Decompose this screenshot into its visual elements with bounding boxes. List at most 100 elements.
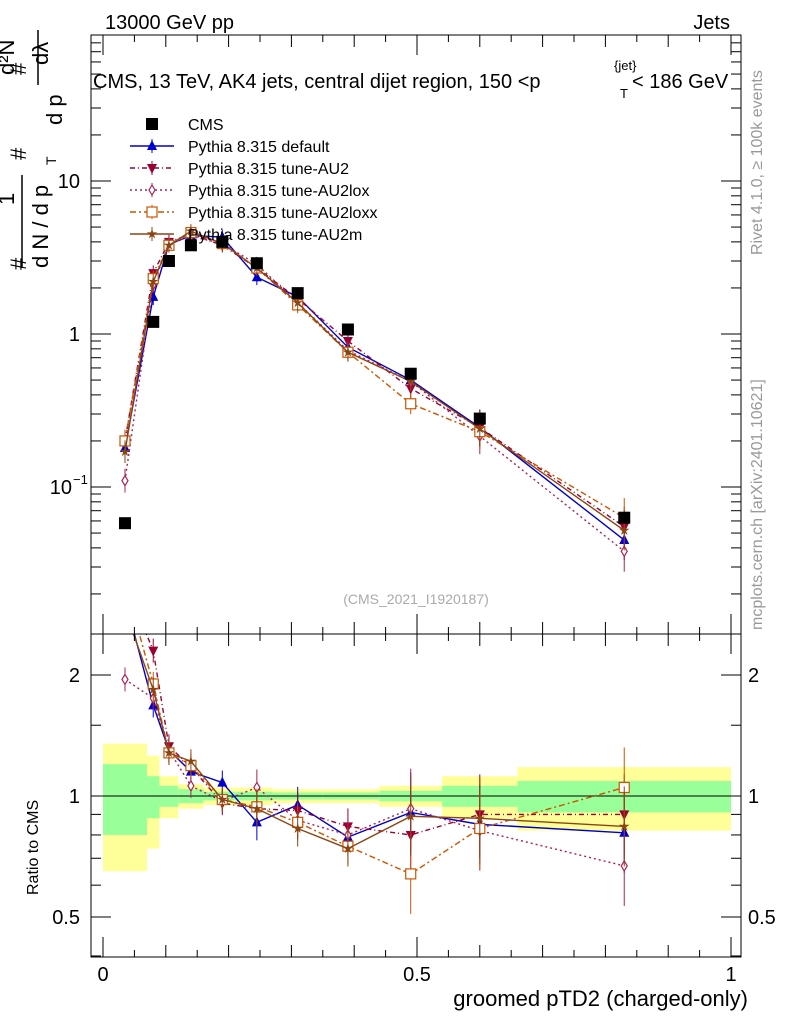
- cms-data-point: [216, 235, 229, 248]
- ylabel-one: 1: [0, 193, 19, 205]
- ratio-pythia-8-315-tune-au2m: [132, 634, 630, 867]
- ylabel-den-mid: d p: [42, 94, 67, 125]
- ratio-marker: [405, 810, 416, 821]
- series-marker: [342, 346, 354, 357]
- cms-data-point: [147, 315, 160, 328]
- legend-marker: [146, 118, 158, 130]
- legend-label: CMS: [188, 117, 224, 134]
- ylabel-den-left: d N / d p: [28, 185, 53, 268]
- series-marker: [620, 545, 628, 558]
- cms-data-point: [291, 287, 304, 300]
- ratio-marker: [148, 684, 159, 694]
- x-tick-label: 0.5: [403, 964, 431, 986]
- legend-label: Pythia 8.315 default: [188, 139, 330, 156]
- series-marker: [619, 525, 630, 535]
- x-axis-label: groomed pTD2 (charged-only): [453, 986, 748, 1011]
- ratio-y-axis-label: Ratio to CMS: [25, 800, 42, 895]
- ratio-y-tick-label-left: 2: [69, 665, 80, 687]
- cms-data-point: [162, 255, 175, 268]
- legend-item: Pythia 8.315 default: [130, 139, 330, 156]
- cms-data-point: [618, 511, 631, 524]
- ratio-series-group: [121, 634, 630, 914]
- ratio-marker: [474, 812, 485, 823]
- category-label: Jets: [693, 12, 730, 34]
- legend-item: Pythia 8.315 tune-AU2m: [130, 227, 362, 244]
- ratio-marker: [292, 823, 303, 833]
- title-sub: T: [620, 86, 628, 101]
- ylabel-hash: #: [6, 257, 31, 270]
- analysis-watermark: (CMS_2021_I1920187): [343, 591, 489, 607]
- ratio-band-inner: [103, 764, 147, 835]
- series-line: [124, 231, 625, 519]
- ylabel-den-right: dλ: [28, 42, 53, 65]
- cms-data-point: [184, 239, 197, 252]
- ratio-marker: [217, 794, 228, 804]
- series-marker: [163, 239, 175, 250]
- ratio-marker: [619, 820, 630, 831]
- plot-title: CMS, 13 TeV, AK4 jets, central dijet reg…: [93, 58, 729, 101]
- main-y-axis-label: # 1 d N / d p T # # d²N d p dλ: [0, 30, 67, 270]
- ratio-marker: [187, 779, 195, 792]
- legend-label: Pythia 8.315 tune-AU2m: [188, 227, 362, 244]
- ratio-band-inner: [146, 776, 160, 819]
- ratio-marker: [342, 843, 354, 853]
- ratio-marker: [148, 646, 159, 657]
- cms-data-point: [118, 517, 131, 530]
- main-y-tick-label: 1: [69, 324, 80, 346]
- legend-marker: [146, 228, 158, 239]
- ratio-marker: [121, 673, 129, 686]
- legend-label: Pythia 8.315 tune-AU2loxx: [188, 205, 377, 222]
- cms-data-point: [473, 412, 486, 425]
- rivet-version-text: Rivet 4.1.0, ≥ 100k events: [749, 70, 766, 255]
- series-marker: [185, 225, 197, 236]
- cms-data-point: [250, 257, 263, 270]
- energy-label: 13000 GeV pp: [105, 12, 234, 34]
- ylabel-hash-2: #: [6, 147, 31, 160]
- ratio-marker: [217, 776, 228, 787]
- mcplots-reference-text: mcplots.cern.ch [arXiv:2401.10621]: [749, 379, 766, 630]
- ratio-y-tick-label-left: 1: [69, 786, 80, 808]
- legend-item: Pythia 8.315 tune-AU2lox: [130, 183, 369, 200]
- legend-marker: [146, 206, 158, 218]
- ratio-y-tick-label-right: 1: [748, 786, 759, 808]
- legend-item: Pythia 8.315 tune-AU2: [130, 161, 349, 178]
- legend-marker: [148, 183, 156, 197]
- ylabel-sub-t: T: [43, 156, 59, 165]
- main-y-tick-label: 10: [58, 171, 80, 193]
- series-marker: [405, 398, 417, 410]
- ylabel-num: d²N: [0, 40, 19, 75]
- series-marker: [474, 423, 485, 434]
- cms-data-points: [118, 235, 631, 530]
- ratio-line: [145, 634, 625, 836]
- ratio-marker: [163, 747, 175, 758]
- title-sup: {jet}: [614, 58, 637, 73]
- main-y-tick-label: 10: [50, 477, 72, 499]
- main-y-tick-label-exponent: −1: [73, 472, 88, 487]
- ratio-y-tick-label-right: 2: [748, 665, 759, 687]
- series-marker: [292, 297, 303, 308]
- legend-marker: [147, 140, 157, 150]
- cms-data-point: [341, 323, 354, 336]
- series-marker: [148, 276, 159, 287]
- series-marker: [119, 446, 131, 457]
- cms-data-point: [404, 367, 417, 380]
- legend-item: Pythia 8.315 tune-AU2loxx: [130, 205, 377, 222]
- legend-marker: [147, 164, 157, 174]
- x-tick-label: 0: [97, 964, 108, 986]
- series-marker: [251, 271, 262, 282]
- x-tick-label: 1: [725, 964, 736, 986]
- ratio-marker: [185, 755, 197, 766]
- title-main: CMS, 13 TeV, AK4 jets, central dijet reg…: [93, 71, 541, 93]
- title-tail: < 186 GeV: [632, 71, 729, 93]
- ratio-marker: [405, 868, 417, 880]
- legend-item: CMS: [146, 117, 224, 134]
- legend-label: Pythia 8.315 tune-AU2: [188, 161, 349, 178]
- ylabel-hash-3: #: [6, 62, 31, 75]
- ratio-marker: [251, 803, 263, 814]
- legend-label: Pythia 8.315 tune-AU2lox: [188, 183, 369, 200]
- ratio-y-tick-label-left: 0.5: [52, 907, 80, 929]
- legend: CMS Pythia 8.315 default Pythia 8.315 tune…: [130, 117, 377, 244]
- series-marker: [405, 375, 416, 386]
